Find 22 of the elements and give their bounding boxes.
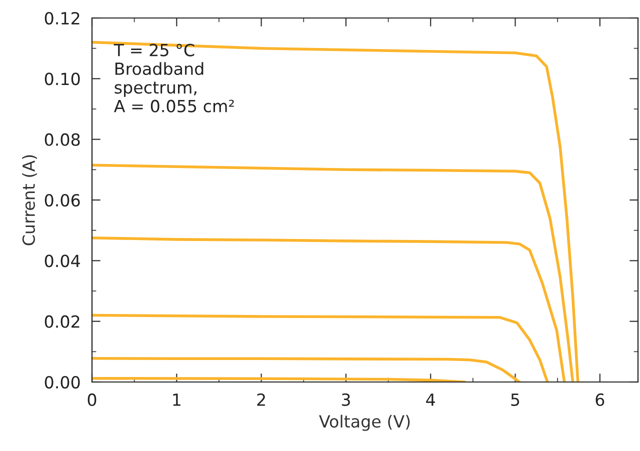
y-tick-label: 0.06 [44,194,80,207]
y-tick-label: 0.00 [44,376,80,389]
x-tick-label: 2 [257,393,265,406]
y-axis-title: Current (A) [22,155,37,246]
y-tick-label: 0.10 [44,72,80,86]
line-series [92,164,574,382]
x-tick-label: 6 [596,393,604,406]
x-axis-title: Voltage (V) [319,414,410,431]
line-series [92,356,521,382]
y-tick-label: 0.08 [44,133,80,146]
x-tick-label: 0 [88,393,96,406]
line-series [92,314,549,382]
annotation: T = 25 °C Broadband spectrum, A = 0.055 cm² [114,44,234,112]
line-series [92,236,566,382]
x-tick-label: 4 [426,394,435,406]
y-tick-label: 0.02 [44,315,80,328]
x-tick-label: 3 [342,393,350,406]
x-tick-label: 1 [173,394,180,406]
y-tick-label: 0.12 [44,12,80,25]
x-tick-label: 5 [511,394,520,406]
y-tick-label: 0.04 [44,254,80,268]
line-series [92,40,580,382]
